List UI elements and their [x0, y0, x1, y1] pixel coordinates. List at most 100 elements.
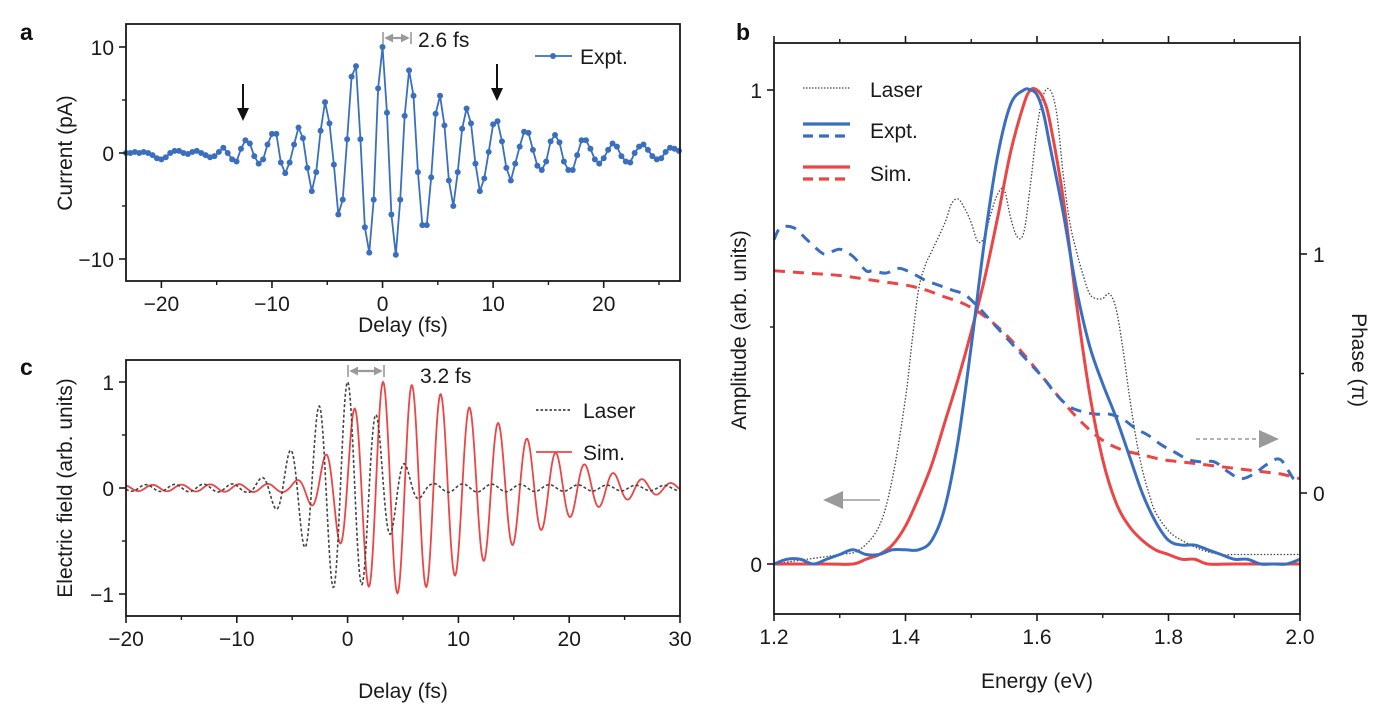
data-point-expt: [224, 150, 231, 156]
data-point-expt: [472, 160, 479, 167]
data-point-expt: [565, 166, 572, 173]
data-point-expt: [609, 140, 616, 147]
data-point-expt: [507, 177, 514, 184]
panel-letter-a: a: [20, 19, 33, 45]
data-point-expt: [445, 177, 452, 184]
data-point-expt: [379, 44, 386, 50]
data-point-expt: [525, 129, 532, 136]
data-point-expt: [357, 136, 364, 143]
x-tick-label: 1.6: [1022, 626, 1051, 649]
panel-a-legend: Expt.: [535, 46, 628, 69]
x-tick-label: 30: [668, 628, 691, 651]
data-point-expt: [308, 188, 315, 195]
right-y-tick-label: 0: [1313, 483, 1325, 506]
data-point-expt: [406, 67, 413, 74]
panel-a-plot-area: [123, 44, 682, 258]
data-point-expt: [441, 122, 448, 129]
x-tick-label: 0: [342, 628, 354, 651]
data-point-expt: [388, 211, 395, 218]
annotation-period-text: 2.6 fs: [418, 29, 469, 52]
panel-b-y-axis-title: Amplitude (arb. units): [728, 230, 751, 430]
series-laser-line: [125, 380, 681, 589]
panel-c-frame: [125, 359, 681, 617]
data-point-expt: [392, 251, 399, 258]
data-point-expt: [587, 145, 594, 152]
y-tick-label: 1: [102, 372, 114, 395]
data-point-expt: [547, 138, 554, 145]
data-point-expt: [490, 121, 497, 128]
left-arrow-icon: [823, 491, 880, 509]
x-tick-label: 20: [592, 293, 615, 316]
data-point-expt: [560, 158, 567, 165]
data-point-expt: [242, 137, 249, 144]
data-point-expt: [366, 249, 373, 256]
data-point-expt: [268, 130, 275, 137]
panel-c-electric-field: −20 −10 0 10 20 30−101 Delay (fs) Electric fi…: [54, 359, 692, 703]
data-point-expt: [476, 188, 483, 195]
y-tick-label: −10: [78, 249, 114, 272]
panel-c-y-axis-title: Electric field (arb. units): [54, 378, 77, 597]
data-point-expt: [361, 224, 368, 231]
data-point-expt: [348, 73, 355, 80]
panel-b-legend: Laser Expt. Sim.: [803, 79, 923, 186]
data-point-expt: [494, 118, 501, 125]
panel-a-current-trace: −20 −10 0 10 20 −10 0 10 Delay (fs) Current (pA…: [54, 23, 682, 337]
x-tick-label: −10: [254, 293, 290, 316]
panel-b-right-axis-title: Phase (π): [1347, 313, 1370, 407]
data-point-expt: [344, 136, 351, 143]
y-tick-label: 0: [102, 143, 114, 166]
data-point-expt: [605, 146, 612, 153]
legend-expt-marker: [550, 53, 556, 59]
x-tick-label: 1.8: [1154, 626, 1183, 649]
data-point-expt: [574, 152, 581, 159]
data-point-expt: [246, 140, 253, 147]
panel-a-period-annotation: 2.6 fs: [382, 29, 469, 52]
data-point-expt: [304, 164, 311, 171]
data-point-expt: [450, 203, 457, 209]
x-tick-label: 1.2: [759, 626, 788, 649]
data-point-expt: [326, 120, 333, 127]
panel-a-x-axis-title: Delay (fs): [358, 314, 448, 337]
data-point-expt: [423, 222, 430, 229]
data-point-expt: [596, 160, 603, 167]
data-point-expt: [273, 130, 280, 137]
data-point-expt: [459, 125, 466, 132]
data-point-expt: [255, 160, 262, 167]
data-point-expt: [591, 156, 598, 163]
y-tick-label: 0: [750, 554, 762, 577]
annotation-shift-text: 3.2 fs: [420, 365, 471, 388]
data-point-expt: [512, 160, 519, 167]
data-point-expt: [264, 141, 271, 148]
data-point-expt: [432, 110, 439, 117]
data-point-expt: [335, 211, 342, 218]
data-point-expt: [583, 137, 590, 144]
data-point-expt: [556, 139, 563, 146]
data-point-expt: [286, 159, 293, 166]
down-arrow-icon: [237, 84, 249, 121]
x-tick-label: −20: [144, 293, 180, 316]
y-tick-label: −1: [90, 584, 114, 607]
x-tick-label: −10: [219, 628, 255, 651]
data-point-expt: [631, 150, 638, 156]
data-point-expt: [370, 196, 377, 203]
data-point-expt: [410, 92, 417, 99]
x-tick-label: 0: [377, 293, 389, 316]
series-expt-line: [126, 46, 680, 256]
data-point-expt: [516, 143, 523, 150]
x-tick-label: 10: [447, 628, 470, 651]
data-point-expt: [419, 222, 426, 229]
data-point-expt: [215, 148, 222, 155]
data-point-expt: [282, 170, 289, 177]
data-point-expt: [322, 99, 329, 106]
data-point-expt: [162, 154, 169, 161]
series-sim-phase: [773, 269, 1301, 481]
down-arrow-icon: [491, 64, 503, 101]
data-point-expt: [538, 166, 545, 173]
data-point-expt: [383, 109, 390, 116]
data-point-expt: [569, 166, 576, 173]
legend-expt-label: Expt.: [870, 120, 918, 143]
data-point-expt: [463, 105, 470, 112]
x-tick-label: −20: [108, 628, 144, 651]
series-sim-amplitude: [773, 87, 1300, 566]
